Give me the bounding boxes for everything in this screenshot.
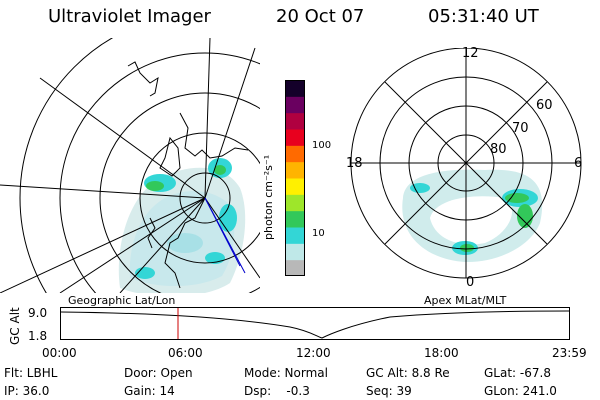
apex-auroral-image: [402, 169, 543, 263]
altitude-ylabel: GC Alt: [8, 307, 22, 345]
time-label: 05:31:40 UT: [428, 6, 539, 27]
info-glat: GLat: -67.8: [484, 366, 551, 380]
info-mode: Mode: Normal: [244, 366, 328, 380]
geo-meridians: [0, 38, 260, 293]
info-gc-alt: GC Alt: 8.8 Re: [366, 366, 450, 380]
colorbar-label: photon cm⁻²s⁻¹: [262, 154, 275, 240]
xtick-0000: 00:00: [42, 346, 77, 360]
colorbar-tick-100: 100: [312, 140, 332, 151]
apex-grid: [350, 48, 582, 279]
geographic-map: [0, 38, 260, 293]
altitude-curve: [60, 310, 570, 339]
colorbar-band: [285, 96, 305, 114]
instrument-title: Ultraviolet Imager: [48, 6, 211, 27]
colorbar: [285, 80, 305, 277]
colorbar-band: [285, 194, 305, 212]
mlt-label-6: 6: [574, 156, 583, 171]
colorbar-band: [285, 129, 305, 146]
xtick-1800: 18:00: [424, 346, 459, 360]
colorbar-band: [285, 243, 305, 261]
geo-coastlines: [127, 61, 249, 289]
altitude-plot: [60, 307, 570, 340]
colorbar-gradient: [285, 80, 305, 277]
info-filter: Flt: LBHL: [4, 366, 58, 380]
xtick-0600: 06:00: [168, 346, 203, 360]
apex-polar-plot: [350, 48, 582, 279]
colorbar-band: [285, 178, 305, 195]
info-seq: Seq: 39: [366, 384, 412, 398]
date-label: 20 Oct 07: [276, 6, 365, 27]
colorbar-band: [285, 210, 305, 228]
info-ip: IP: 36.0: [4, 384, 50, 398]
altitude-ytick-high: 9.0: [28, 306, 48, 320]
info-glon: GLon: 241.0: [484, 384, 557, 398]
info-gain: Gain: 14: [124, 384, 175, 398]
info-door: Door: Open: [124, 366, 193, 380]
lat-label-60: 60: [536, 98, 553, 113]
colorbar-band: [285, 145, 305, 163]
colorbar-band: [285, 112, 305, 130]
geo-caption: Geographic Lat/Lon: [68, 294, 176, 307]
apex-caption: Apex MLat/MLT: [424, 294, 507, 307]
mlt-label-0: 0: [466, 275, 475, 290]
altitude-ytick-low: 1.8: [28, 329, 48, 343]
colorbar-band: [285, 227, 305, 244]
colorbar-band: [285, 259, 305, 277]
mlt-label-18: 18: [346, 156, 363, 171]
lat-label-80: 80: [490, 142, 507, 157]
mlt-label-12: 12: [462, 46, 479, 61]
lat-label-70: 70: [512, 121, 529, 136]
colorbar-frame: [285, 80, 305, 276]
colorbar-band: [285, 161, 305, 179]
xtick-1200: 12:00: [296, 346, 331, 360]
xtick-2359: 23:59: [552, 346, 587, 360]
geo-latitude-rings: [19, 38, 260, 293]
colorbar-band: [285, 80, 305, 97]
colorbar-tick-10: 10: [312, 228, 325, 239]
info-dsp: Dsp: -0.3: [244, 384, 310, 398]
